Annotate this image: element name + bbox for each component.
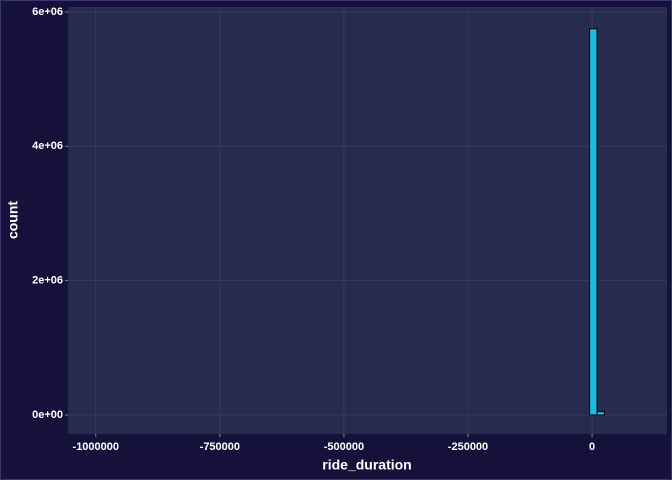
x-axis-title: ride_duration	[322, 457, 411, 473]
x-tick-label: -500000	[324, 441, 364, 453]
x-tick-label: -1000000	[73, 441, 120, 453]
bar	[589, 28, 598, 416]
y-tick-label: 6e+06	[32, 6, 63, 18]
y-tick-label: 0e+00	[32, 409, 63, 421]
bar	[596, 411, 605, 416]
y-tick-label: 2e+06	[32, 275, 63, 287]
x-tick-label: -250000	[448, 441, 488, 453]
y-tick-label: 4e+06	[32, 140, 63, 152]
x-tick-label: 0	[589, 441, 595, 453]
y-axis-title: count	[5, 201, 21, 239]
x-tick-label: -750000	[200, 441, 240, 453]
plot-panel	[68, 7, 667, 434]
